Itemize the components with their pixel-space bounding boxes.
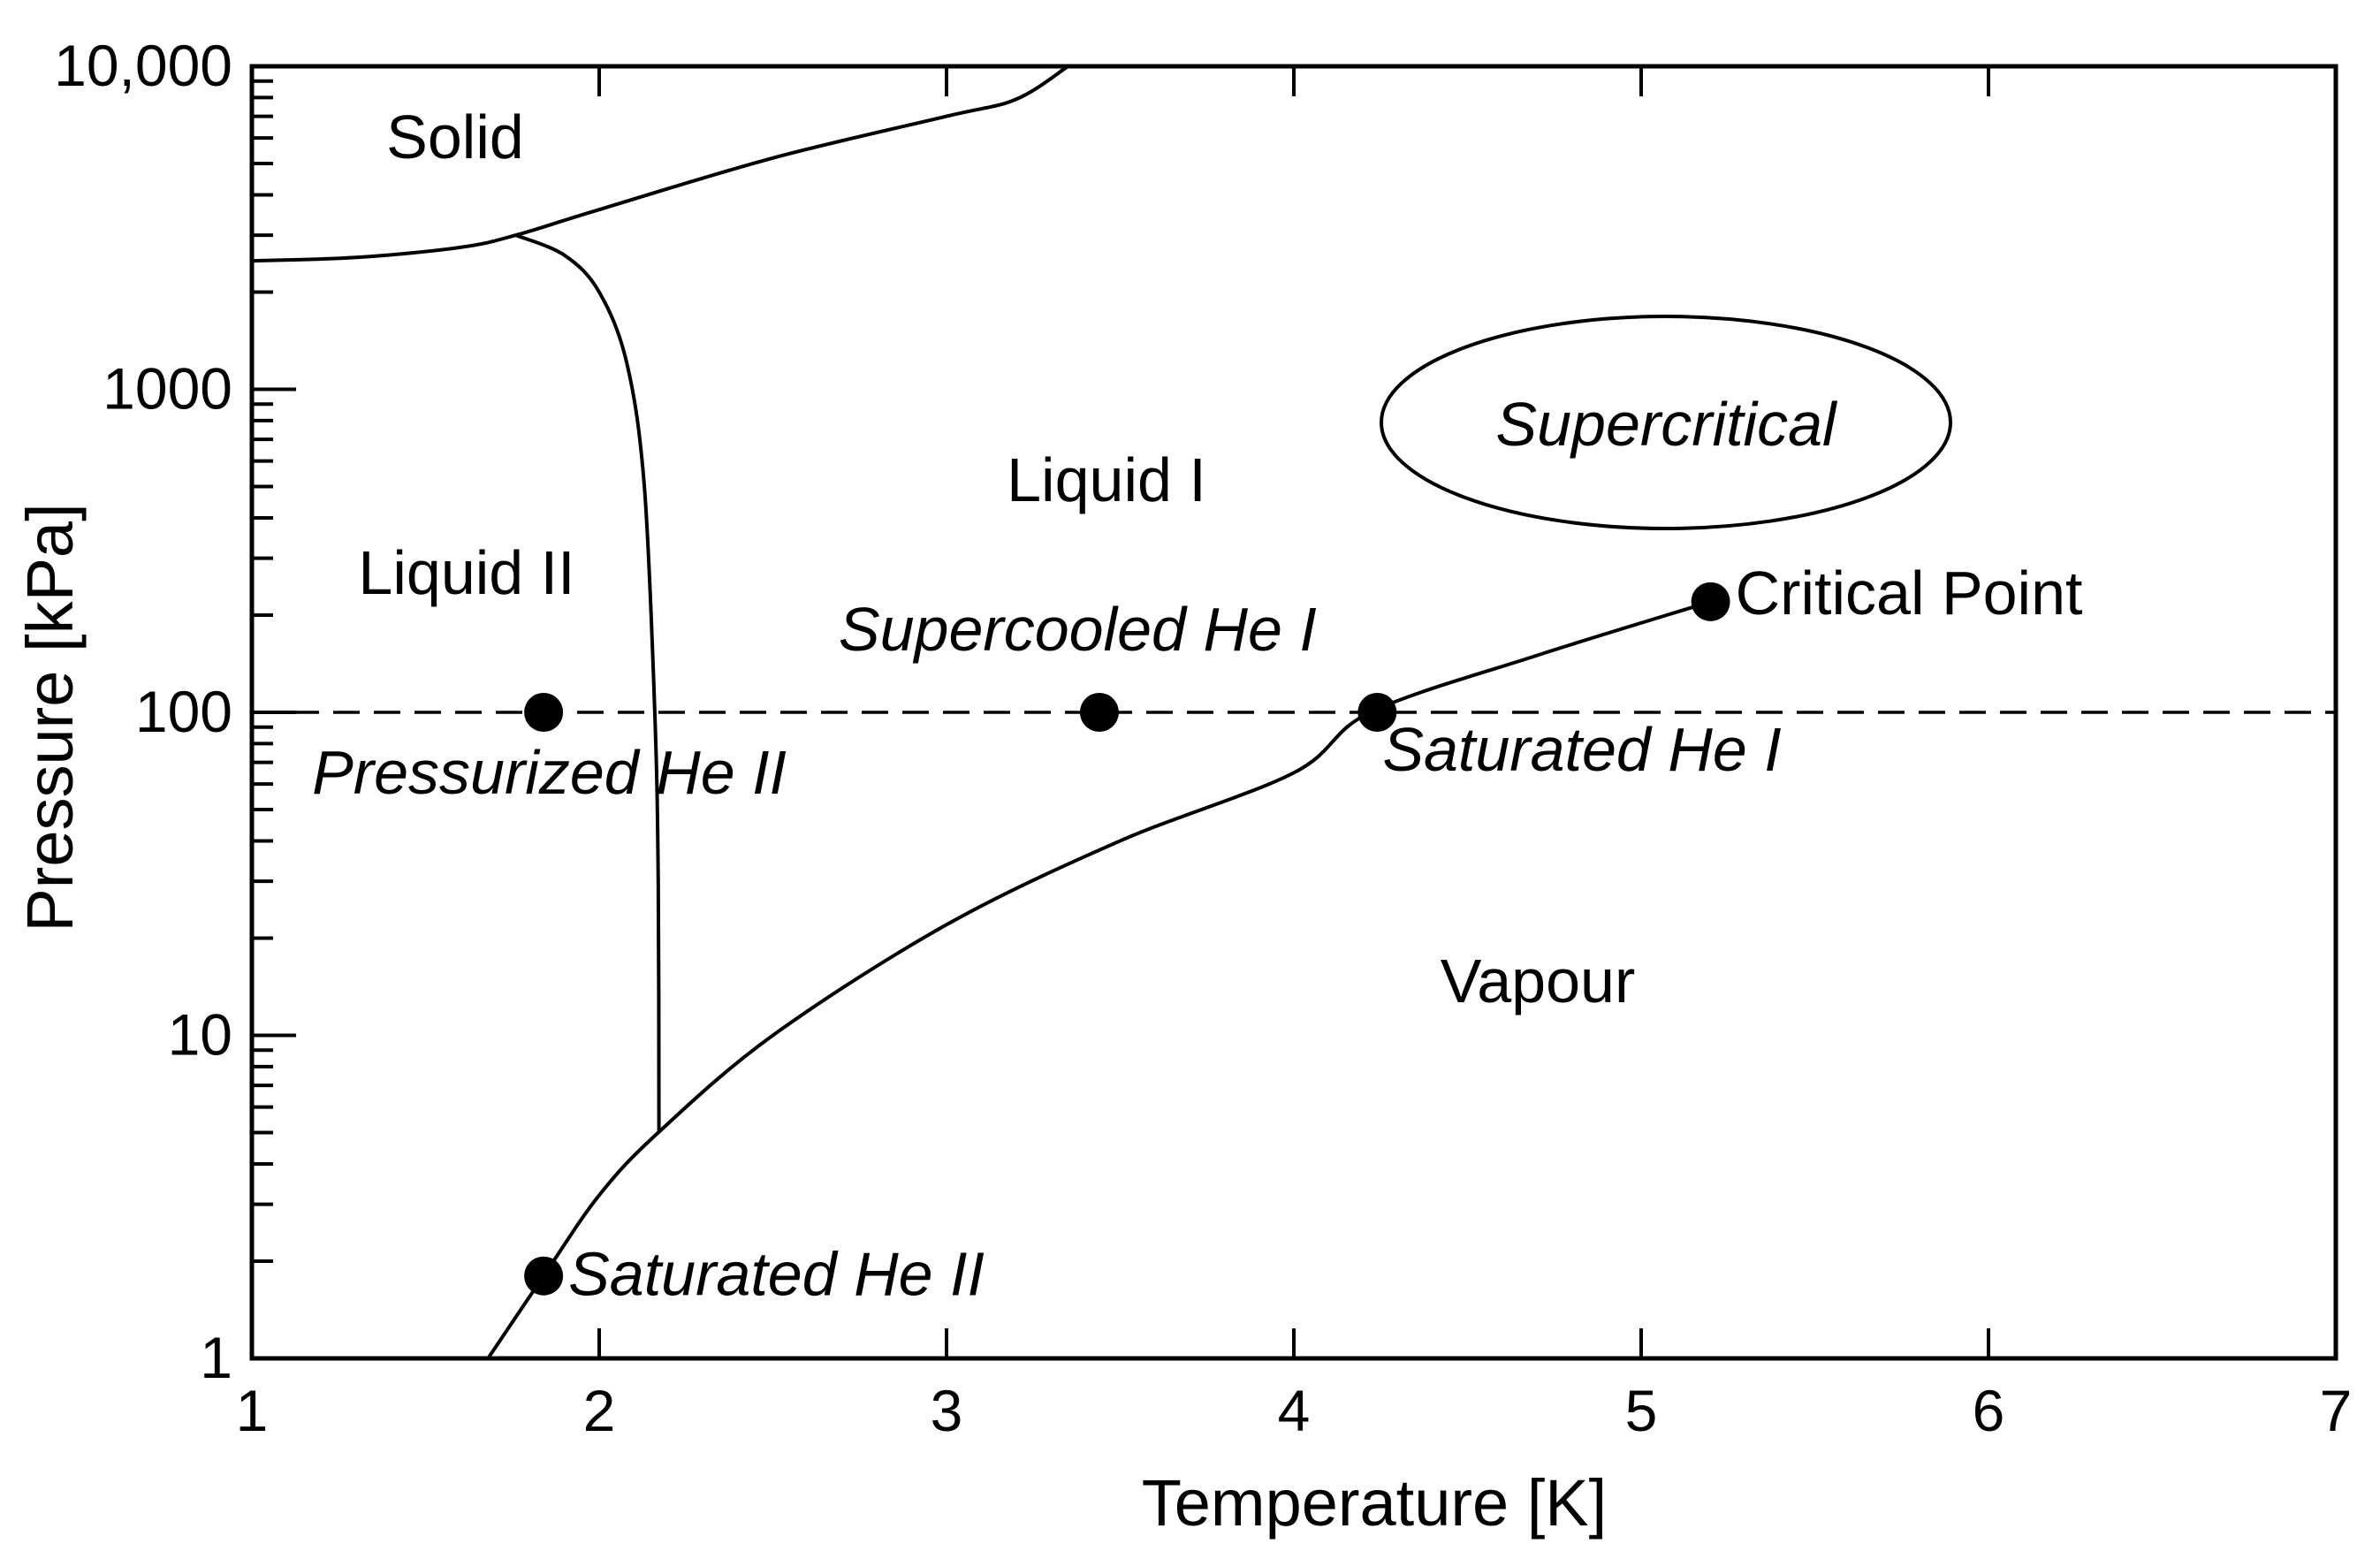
supercooled-he-i-marker <box>1079 693 1119 732</box>
x-tick-label: 4 <box>1278 1378 1311 1443</box>
supercritical-region-label: Supercritical <box>1495 390 1838 459</box>
saturated-he-ii-label: Saturated He II <box>568 1240 985 1309</box>
saturated-he-i-marker <box>1357 693 1397 732</box>
solid-region-label: Solid <box>386 103 524 171</box>
melting-curve <box>251 65 1069 263</box>
saturated-he-i-label: Saturated He I <box>1382 715 1781 784</box>
liquid-ii-region-label: Liquid II <box>358 538 574 607</box>
x-tick-label: 1 <box>236 1378 269 1443</box>
pressurized-he-ii-marker <box>524 693 564 732</box>
y-tick-label: 10 <box>168 1002 232 1068</box>
supercooled-he-i-label: Supercooled He I <box>839 595 1317 664</box>
ticks-layer: 1 2 3 4 5 6 7 1 10 100 1000 10,000 <box>54 33 2352 1443</box>
points-layer <box>524 582 1730 1296</box>
pressurized-he-ii-label: Pressurized He II <box>312 738 787 807</box>
vapour-region-label: Vapour <box>1441 947 1636 1015</box>
saturated-he-ii-marker <box>524 1256 564 1296</box>
y-tick-label: 1 <box>200 1325 232 1390</box>
x-axis-title: Temperature [K] <box>1142 1466 1607 1540</box>
x-tick-label: 7 <box>2320 1378 2353 1443</box>
liquid-i-region-label: Liquid I <box>1007 445 1206 514</box>
critical-point-marker <box>1691 582 1730 621</box>
x-tick-label: 6 <box>1973 1378 2005 1443</box>
critical-point-label: Critical Point <box>1736 559 2083 627</box>
y-tick-label: 10,000 <box>54 33 232 98</box>
y-axis-title: Pressure [kPa] <box>13 503 87 932</box>
labels-layer: Pressurized He II Supercooled He I Saturat… <box>312 103 2082 1309</box>
x-tick-label: 3 <box>931 1378 963 1443</box>
vapour-pressure-curve <box>486 599 1712 1360</box>
x-tick-label: 5 <box>1625 1378 1658 1443</box>
supercritical-ellipse <box>1380 315 1952 530</box>
y-tick-label: 1000 <box>103 356 232 422</box>
curves-layer <box>251 65 1712 1360</box>
lambda-line <box>514 233 661 1133</box>
y-tick-label: 100 <box>135 679 232 744</box>
x-tick-label: 2 <box>583 1378 616 1443</box>
